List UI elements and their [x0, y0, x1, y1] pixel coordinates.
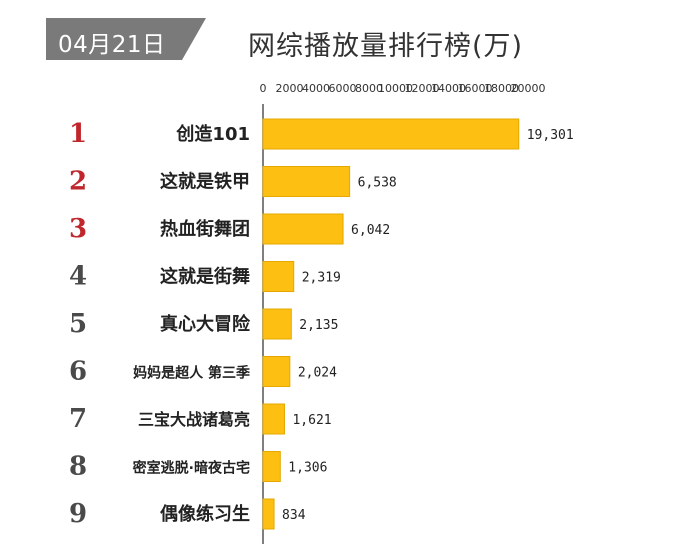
bar — [262, 356, 291, 387]
rank-number: 7 — [69, 404, 87, 434]
bar — [262, 166, 351, 197]
bar — [262, 498, 275, 530]
category-label: 创造101 — [175, 123, 250, 145]
rank-number: 9 — [69, 499, 87, 529]
rank-number: 8 — [69, 452, 87, 482]
x-tick-label: 10000 — [378, 82, 413, 95]
category-label: 偶像练习生 — [160, 503, 250, 525]
bar — [262, 308, 292, 340]
value-label: 19,301 — [527, 128, 574, 143]
x-tick-label: 8000 — [355, 82, 383, 95]
x-tick-label: 18000 — [484, 82, 519, 95]
category-label: 三宝大战诸葛亮 — [138, 410, 250, 429]
x-tick-label: 14000 — [431, 82, 466, 95]
date-label: 04月21日 — [58, 32, 166, 58]
bar — [262, 118, 520, 150]
bar — [262, 403, 285, 435]
rank-number: 5 — [69, 309, 87, 339]
category-label: 这就是街舞 — [160, 266, 250, 288]
x-tick-label: 20000 — [511, 82, 546, 95]
x-tick-label: 2000 — [276, 82, 304, 95]
date-badge-shape — [46, 18, 206, 60]
bar — [262, 261, 295, 292]
rank-number: 6 — [69, 357, 87, 387]
bar — [262, 451, 281, 482]
value-label: 1,621 — [292, 413, 331, 428]
category-label: 这就是铁甲 — [160, 171, 250, 193]
x-tick-label: 6000 — [329, 82, 357, 95]
category-label: 热血街舞团 — [160, 218, 250, 240]
x-tick-label: 4000 — [302, 82, 330, 95]
category-label: 妈妈是超人 第三季 — [133, 365, 250, 382]
rank-number: 1 — [69, 119, 87, 149]
bar — [262, 213, 344, 245]
category-label: 真心大冒险 — [160, 313, 251, 335]
x-tick-label: 12000 — [405, 82, 440, 95]
x-tick-label: 0 — [260, 82, 267, 95]
rank-number: 2 — [69, 167, 87, 197]
value-label: 6,042 — [351, 223, 390, 238]
value-label: 1,306 — [288, 461, 327, 476]
date-badge: 04月21日 — [46, 18, 206, 60]
value-label: 2,319 — [302, 271, 341, 286]
value-label: 6,538 — [358, 176, 397, 191]
chart-title: 网综播放量排行榜(万) — [248, 31, 524, 62]
rank-number: 4 — [69, 262, 87, 292]
rank-number: 3 — [69, 214, 87, 244]
value-label: 2,135 — [299, 318, 338, 333]
x-tick-label: 16000 — [458, 82, 493, 95]
category-label: 密室逃脱·暗夜古宅 — [132, 460, 250, 477]
value-label: 2,024 — [298, 366, 337, 381]
value-label: 834 — [282, 508, 306, 523]
